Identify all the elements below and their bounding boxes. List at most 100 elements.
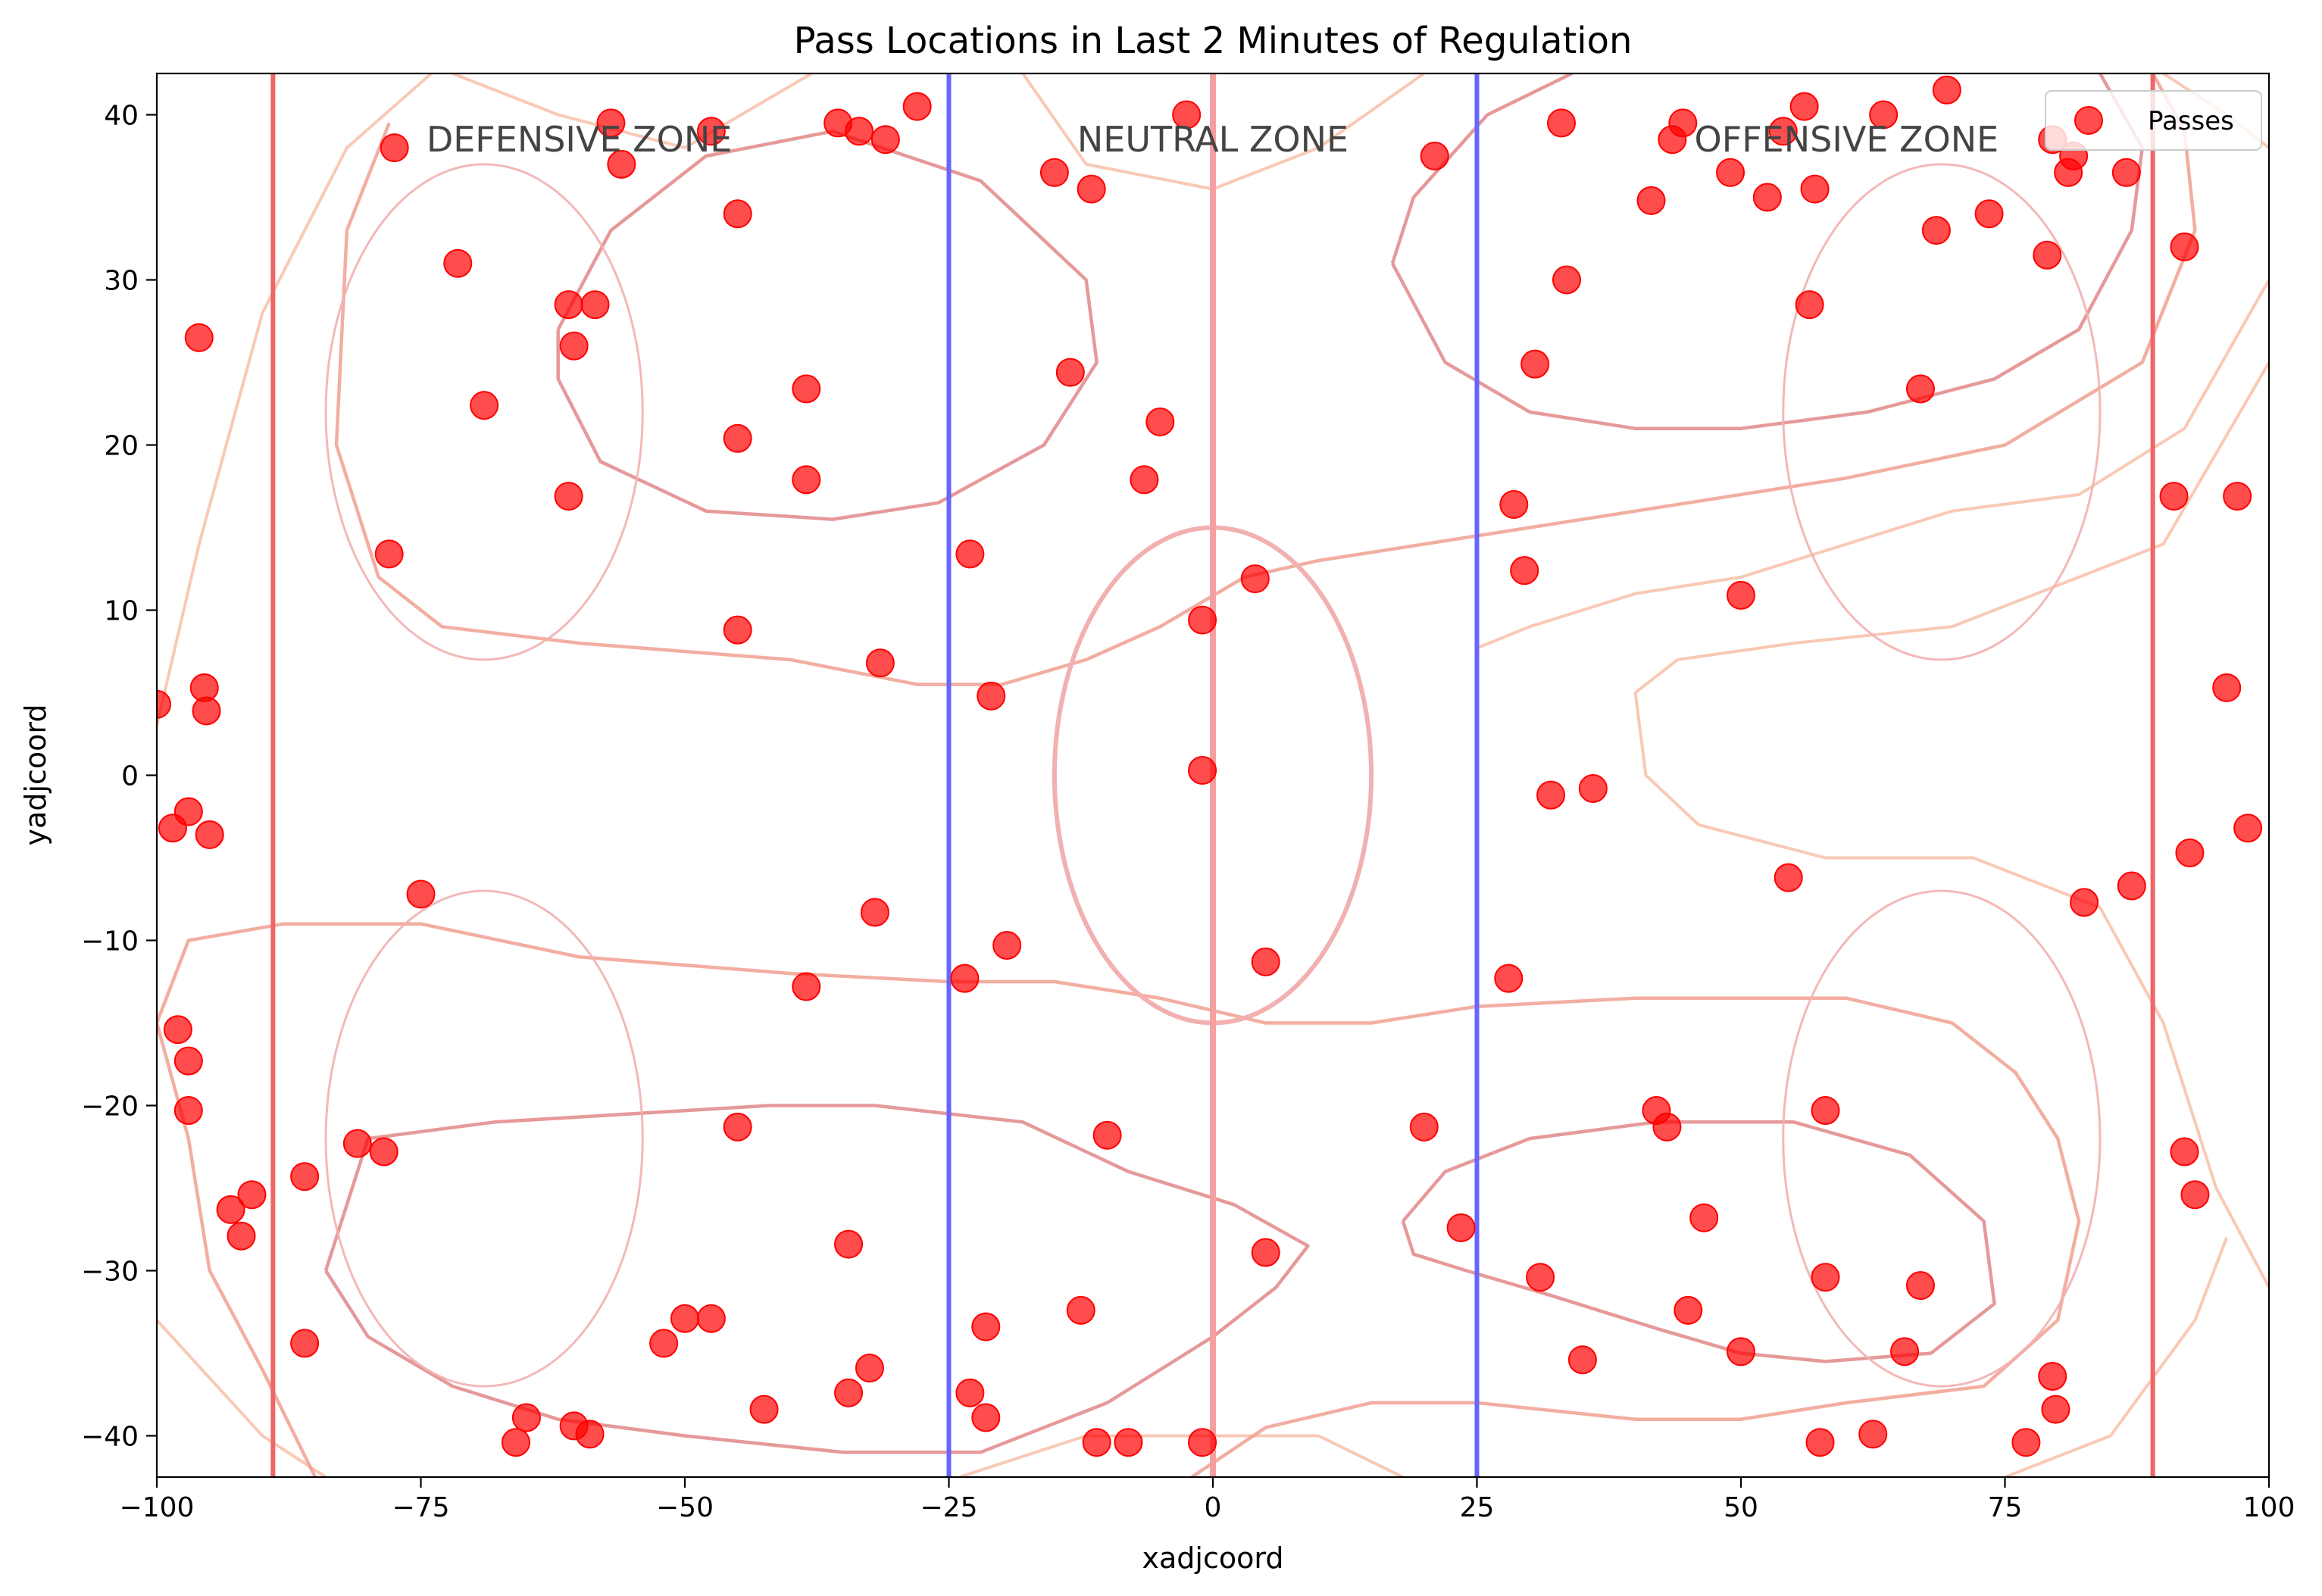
pass-points — [157, 75, 2263, 1457]
pass-point — [1536, 780, 1566, 810]
pass-point — [470, 391, 499, 420]
pass-point — [1526, 1263, 1555, 1292]
faceoff-circle — [324, 889, 644, 1388]
pass-point — [1420, 142, 1449, 170]
pass-point — [1768, 117, 1798, 146]
pass-point — [216, 1195, 245, 1224]
pass-point — [1039, 158, 1069, 187]
pass-point — [992, 931, 1022, 960]
rink-markings — [270, 73, 2155, 1477]
pass-point — [1552, 265, 1581, 295]
density-contour-level-3 — [1390, 73, 1573, 264]
pass-point — [1055, 358, 1085, 387]
pass-point — [173, 1046, 203, 1076]
chart-title: Pass Locations in Last 2 Minutes of Regu… — [794, 20, 1633, 62]
pass-point — [696, 1304, 726, 1333]
pass-point — [902, 92, 932, 121]
x-tick-label: 25 — [1460, 1492, 1495, 1523]
pass-point — [1752, 183, 1782, 212]
pass-point — [342, 1129, 372, 1158]
pass-point — [554, 482, 583, 511]
density-contours — [157, 73, 2269, 1477]
pass-point — [157, 689, 171, 719]
density-contour-level-1 — [157, 73, 433, 726]
pass-point — [1520, 349, 1550, 379]
pass-point — [2041, 1395, 2070, 1424]
pass-point — [1716, 158, 1745, 187]
pass-point — [2117, 871, 2146, 901]
pass-point — [1499, 489, 1529, 519]
faceoff-circle — [1782, 889, 2102, 1388]
pass-point — [2038, 1362, 2067, 1391]
x-tick-label: −50 — [656, 1492, 714, 1523]
y-axis-ticks: −40 −30 −20 −10 0 10 20 30 40 — [81, 101, 157, 1453]
pass-point — [559, 331, 589, 361]
x-tick-label: 0 — [1205, 1492, 1222, 1523]
pass-point — [1800, 174, 1830, 204]
legend-box — [2045, 90, 2262, 151]
zone-label-2: OFFENSIVE ZONE — [1695, 119, 1999, 160]
pass-point — [1188, 755, 1217, 785]
y-tick-label: −10 — [81, 926, 139, 957]
pass-point — [1145, 407, 1175, 436]
y-tick-label: 40 — [104, 101, 139, 132]
pass-point — [227, 1221, 256, 1251]
pass-point — [950, 964, 980, 993]
pass-point — [1789, 92, 1819, 121]
zone-label-0: DEFENSIVE ZONE — [427, 119, 733, 160]
x-axis-label: xadjcoord — [1142, 1541, 1284, 1575]
legend-label-passes: Passes — [2148, 106, 2234, 136]
pass-point — [192, 696, 221, 726]
x-tick-label: −100 — [120, 1492, 195, 1523]
pass-point — [977, 681, 1006, 711]
pass-point — [575, 1420, 605, 1449]
pass-point — [1869, 100, 1899, 130]
pass-point — [955, 539, 985, 569]
pass-point — [173, 1096, 203, 1126]
pass-point — [1567, 1345, 1597, 1375]
pass-point — [723, 1112, 752, 1142]
x-tick-label: −75 — [392, 1492, 450, 1523]
pass-point — [1652, 1112, 1682, 1142]
pass-point — [195, 820, 224, 849]
pass-point — [173, 797, 203, 826]
pass-point — [374, 539, 404, 569]
pass-point — [971, 1312, 1001, 1341]
pass-point — [1446, 1213, 1476, 1242]
x-tick-label: 100 — [2243, 1492, 2295, 1523]
pass-point — [649, 1329, 679, 1358]
pass-point — [1636, 186, 1666, 215]
y-tick-label: 20 — [104, 431, 139, 462]
pass-point — [511, 1403, 541, 1432]
y-tick-label: −40 — [81, 1422, 139, 1453]
faceoff-circle — [1782, 163, 2102, 661]
x-tick-label: 50 — [1724, 1492, 1758, 1523]
pass-point — [2212, 673, 2242, 702]
pass-point — [380, 133, 409, 163]
pass-point — [1689, 1203, 1719, 1232]
pass-point — [834, 1378, 864, 1407]
density-contour-level-3 — [556, 130, 1098, 521]
pass-point — [163, 1015, 192, 1045]
pass-point — [2070, 888, 2099, 917]
pass-point — [1251, 947, 1280, 976]
x-tick-label: −25 — [920, 1492, 978, 1523]
pass-point — [1172, 100, 1202, 130]
pass-point — [184, 323, 214, 352]
pass-point — [1795, 290, 1824, 320]
pass-point — [1974, 199, 2004, 229]
pass-point — [2159, 482, 2189, 511]
pass-point — [1510, 556, 1539, 586]
pass-point — [237, 1180, 267, 1210]
pass-point — [696, 117, 726, 146]
pass-point — [792, 972, 821, 1001]
pass-point — [1077, 174, 1106, 204]
zone-label-1: NEUTRAL ZONE — [1077, 119, 1349, 160]
pass-point — [1409, 1112, 1439, 1142]
pass-point — [1905, 1271, 1935, 1301]
pass-point — [955, 1378, 985, 1407]
pass-point — [749, 1395, 779, 1424]
pass-point — [1578, 773, 1608, 803]
density-contour-level-3 — [1401, 1120, 1996, 1363]
